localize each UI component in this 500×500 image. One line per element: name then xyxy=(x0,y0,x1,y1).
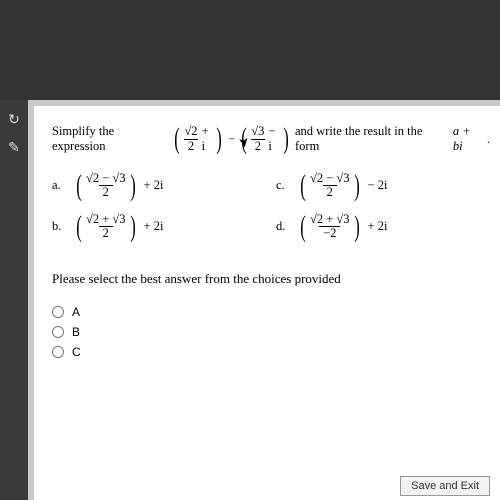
expr-right-den: 2 xyxy=(251,139,265,153)
radio-a-label: A xyxy=(72,305,80,319)
right-paren-icon: ) xyxy=(130,174,136,198)
save-exit-button[interactable]: Save and Exit xyxy=(400,476,490,496)
radio-c-label: C xyxy=(72,345,81,359)
radio-c-input[interactable] xyxy=(52,346,64,358)
option-c-label: c. xyxy=(276,178,292,193)
option-d-tail: + 2i xyxy=(368,219,388,234)
expr-left-group: ( √2 2 + i ) xyxy=(172,124,224,154)
radio-c[interactable]: C xyxy=(52,345,490,359)
expr-right-plus: − i xyxy=(268,124,281,154)
expr-left-den: 2 xyxy=(184,139,198,153)
question-expression: Simplify the expression ( √2 2 + i ) − (… xyxy=(52,124,490,154)
option-d-num: √2 + √3 xyxy=(308,213,352,226)
radio-a[interactable]: A xyxy=(52,305,490,319)
radio-b-input[interactable] xyxy=(52,326,64,338)
instruction-text: Please select the best answer from the c… xyxy=(52,271,490,287)
option-a-den: 2 xyxy=(99,185,113,199)
option-a-label: a. xyxy=(52,178,68,193)
option-d-den: −2 xyxy=(319,226,340,240)
refresh-icon[interactable]: ↻ xyxy=(4,110,24,130)
answer-radio-list: A B C xyxy=(52,305,490,359)
option-d-label: d. xyxy=(276,219,292,234)
radio-a-input[interactable] xyxy=(52,306,64,318)
option-b: b. ( √2 + √3 2 ) + 2i xyxy=(52,213,266,240)
option-c: c. ( √2 − √3 2 ) − 2i xyxy=(276,172,490,199)
question-suffix-form: a + bi xyxy=(453,124,483,154)
left-paren-icon: ( xyxy=(76,174,82,198)
option-b-num: √2 + √3 xyxy=(84,213,128,226)
option-b-tail: + 2i xyxy=(144,219,164,234)
option-b-label: b. xyxy=(52,219,68,234)
question-suffix-dot: . xyxy=(487,132,490,147)
option-b-den: 2 xyxy=(99,226,113,240)
edit-icon[interactable]: ✎ xyxy=(4,138,24,158)
left-paren-icon: ( xyxy=(300,174,306,198)
right-paren-icon: ) xyxy=(354,174,360,198)
left-paren-icon: ( xyxy=(76,215,82,239)
right-paren-icon: ) xyxy=(283,127,289,151)
option-c-den: 2 xyxy=(323,185,337,199)
right-paren-icon: ) xyxy=(216,127,222,151)
left-paren-icon: ( xyxy=(175,127,181,151)
option-c-tail: − 2i xyxy=(368,178,388,193)
radio-b[interactable]: B xyxy=(52,325,490,339)
expr-right-num: √3 xyxy=(249,125,266,138)
radio-b-label: B xyxy=(72,325,80,339)
option-c-num: √2 − √3 xyxy=(308,172,352,185)
expr-left-num: √2 xyxy=(182,125,199,138)
option-a-num: √2 − √3 xyxy=(84,172,128,185)
right-paren-icon: ) xyxy=(130,215,136,239)
question-content: Simplify the expression ( √2 2 + i ) − (… xyxy=(34,106,500,500)
option-a-tail: + 2i xyxy=(144,178,164,193)
left-paren-icon: ( xyxy=(300,215,306,239)
option-d: d. ( √2 + √3 −2 ) + 2i xyxy=(276,213,490,240)
question-suffix-1: and write the result in the form xyxy=(295,124,447,154)
right-paren-icon: ) xyxy=(354,215,360,239)
answer-options: a. ( √2 − √3 2 ) + 2i c. ( √2 − √3 2 ) xyxy=(52,172,490,241)
expr-left-plus: + i xyxy=(202,124,215,154)
question-prefix: Simplify the expression xyxy=(52,124,168,154)
option-a: a. ( √2 − √3 2 ) + 2i xyxy=(52,172,266,199)
left-sidebar: ↻ ✎ xyxy=(0,100,28,500)
